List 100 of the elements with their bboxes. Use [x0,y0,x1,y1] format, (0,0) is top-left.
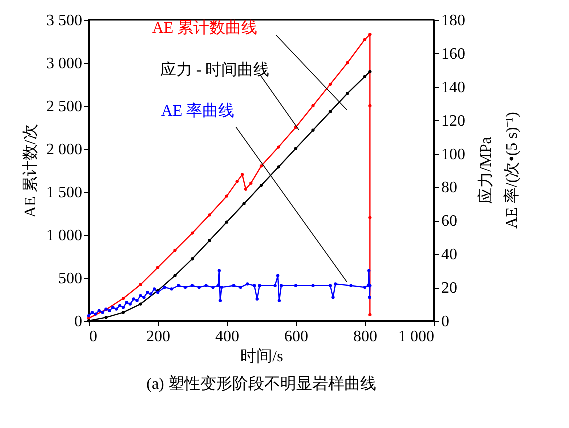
x-tick-label: 0 [90,328,98,346]
y2-tick-label: 140 [442,79,466,96]
x-tick-label: 400 [216,328,240,346]
y-tick-label: 3 500 [46,12,82,30]
point [236,180,239,184]
point [312,128,315,132]
y-axis-title: AE 累计数/次 [22,124,40,218]
point [368,216,372,220]
text: AE 累计数曲线 [152,19,258,37]
point [328,284,332,288]
point [246,282,250,286]
point [328,110,332,114]
y2-tick-label: 60 [442,213,458,230]
point [220,286,224,290]
point [90,311,94,314]
y2-tick-label: 0 [442,314,450,330]
text: AE 率曲线 [161,102,235,120]
point [198,286,201,290]
point [363,286,367,290]
x-tick-label: 1 000 [398,328,434,346]
point [136,299,139,303]
point [250,182,253,185]
point [125,301,129,304]
point [163,286,166,290]
x-axis-title: 时间/s [240,348,284,366]
point [190,258,194,261]
point [150,292,153,296]
point [87,319,91,323]
point [244,188,248,191]
point [184,286,188,290]
point [87,314,91,318]
point [276,274,280,278]
point [170,288,174,291]
point [122,311,126,314]
point [277,166,280,169]
point [225,194,229,198]
point [368,33,372,36]
y2-tick-label: 20 [442,280,458,298]
y-tick-label: 2 000 [46,142,82,158]
point [218,269,221,272]
point [253,284,256,288]
point [294,284,298,288]
point [368,269,371,272]
point [108,309,112,313]
point [260,184,264,188]
point [240,173,244,176]
point [312,104,315,108]
point [190,284,194,288]
point [139,294,142,298]
point [174,248,177,252]
point [334,282,338,286]
y2-tick-label: 80 [442,180,458,197]
point [260,164,264,168]
point [274,284,277,288]
text: (a) 塑性变形阶段不明显岩样曲线 [146,375,376,393]
point [98,309,101,313]
point [177,284,180,288]
point [118,304,122,308]
x-tick-label: 800 [354,328,378,346]
y2-tick-label: 100 [442,146,466,164]
text: 应力 - 时间曲线 [160,61,270,79]
y2-tick-label: 120 [442,112,466,130]
point [139,302,142,306]
point [232,284,236,288]
y2-tick-label: 160 [442,46,466,63]
point [350,284,353,288]
point [218,299,222,303]
point [242,202,246,206]
point [208,239,212,242]
point [363,38,367,42]
point [332,296,335,300]
point [363,75,367,78]
point [115,308,118,311]
point [277,146,280,149]
point [278,299,282,303]
y-tick-label: 0 [74,314,82,330]
point [122,306,126,310]
point [94,312,98,316]
y-tick-label: 1 500 [46,184,82,202]
point [368,313,372,317]
point [156,266,160,270]
point [112,306,115,310]
point [190,232,194,235]
point [204,284,208,288]
point [128,302,132,306]
point [225,220,229,224]
y-tick-label: 3 000 [46,56,82,72]
y-tick-label: 1 000 [46,228,82,244]
point [216,284,220,288]
point [294,147,298,150]
point [139,283,142,286]
point [212,286,215,290]
point [208,214,212,217]
point [368,296,372,300]
point [312,284,315,288]
point [239,286,242,290]
point [146,290,150,294]
point [256,298,259,301]
x-tick-label: 200 [146,328,170,346]
point [101,311,104,314]
